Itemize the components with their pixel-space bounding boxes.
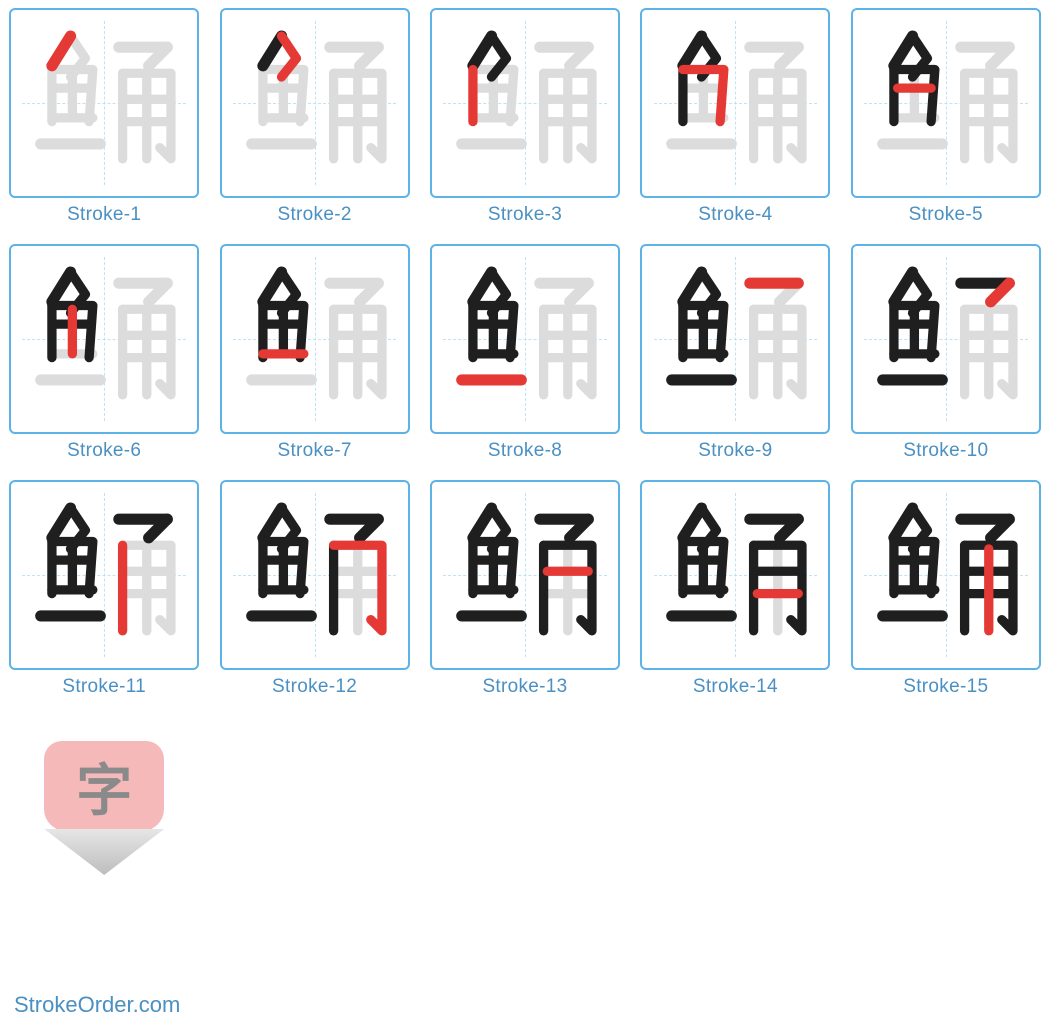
- empty-cell: [850, 716, 1042, 906]
- glyph-cell: [9, 8, 199, 198]
- glyph-cell: [430, 244, 620, 434]
- site-logo: 字: [44, 741, 164, 881]
- stroke-step: Stroke-8: [429, 244, 621, 462]
- stroke-caption: Stroke-1: [67, 204, 141, 226]
- stroke-caption: Stroke-5: [909, 204, 983, 226]
- stroke-step: Stroke-12: [218, 480, 410, 698]
- empty-cell: [639, 716, 831, 906]
- stroke-caption: Stroke-6: [67, 440, 141, 462]
- stroke-caption: Stroke-2: [277, 204, 351, 226]
- stroke-step: Stroke-10: [850, 244, 1042, 462]
- stroke-caption: Stroke-4: [698, 204, 772, 226]
- stroke-step: Stroke-9: [639, 244, 831, 462]
- stroke-step: Stroke-2: [218, 8, 410, 226]
- pencil-tip-icon: [44, 829, 164, 875]
- watermark-text: StrokeOrder.com: [14, 992, 180, 1018]
- glyph-cell: [851, 244, 1041, 434]
- stroke-caption: Stroke-3: [488, 204, 562, 226]
- stroke-caption: Stroke-13: [482, 676, 567, 698]
- logo-cell: 字: [8, 716, 200, 906]
- stroke-step: Stroke-13: [429, 480, 621, 698]
- stroke-step: Stroke-15: [850, 480, 1042, 698]
- stroke-caption: Stroke-12: [272, 676, 357, 698]
- glyph-cell: [640, 244, 830, 434]
- stroke-caption: Stroke-7: [277, 440, 351, 462]
- glyph-cell: [220, 480, 410, 670]
- stroke-step: Stroke-14: [639, 480, 831, 698]
- glyph-cell: [640, 8, 830, 198]
- empty-cell: [429, 716, 621, 906]
- stroke-order-grid: Stroke-1 Stroke-2 Stroke-3 Stroke-4 Stroke-5…: [8, 8, 1042, 906]
- stroke-step: Stroke-7: [218, 244, 410, 462]
- glyph-cell: [9, 480, 199, 670]
- stroke-step: Stroke-1: [8, 8, 200, 226]
- stroke-step: Stroke-4: [639, 8, 831, 226]
- stroke-step: Stroke-6: [8, 244, 200, 462]
- stroke-caption: Stroke-11: [62, 676, 146, 698]
- glyph-cell: [851, 8, 1041, 198]
- stroke-caption: Stroke-10: [903, 440, 988, 462]
- glyph-cell: [430, 8, 620, 198]
- glyph-cell: [9, 244, 199, 434]
- stroke-caption: Stroke-14: [693, 676, 778, 698]
- stroke-step: Stroke-3: [429, 8, 621, 226]
- stroke-caption: Stroke-15: [903, 676, 988, 698]
- empty-cell: [218, 716, 410, 906]
- logo-glyph: 字: [76, 746, 132, 827]
- glyph-cell: [430, 480, 620, 670]
- glyph-cell: [851, 480, 1041, 670]
- stroke-caption: Stroke-9: [698, 440, 772, 462]
- glyph-cell: [220, 244, 410, 434]
- glyph-cell: [640, 480, 830, 670]
- stroke-step: Stroke-11: [8, 480, 200, 698]
- stroke-step: Stroke-5: [850, 8, 1042, 226]
- glyph-cell: [220, 8, 410, 198]
- stroke-caption: Stroke-8: [488, 440, 562, 462]
